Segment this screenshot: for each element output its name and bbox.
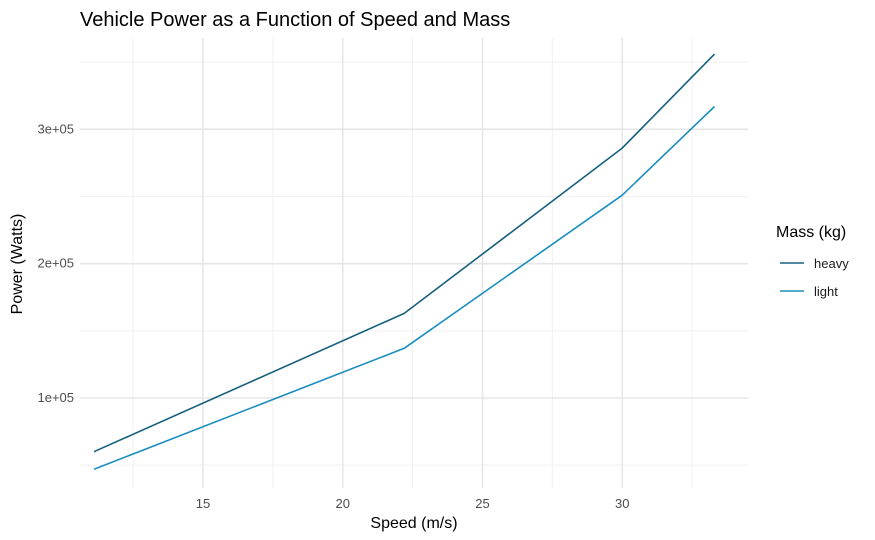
legend-label-light: light — [814, 284, 838, 299]
y-tick-label: 1e+05 — [37, 390, 74, 405]
x-axis-ticks: 15 20 25 30 — [196, 496, 630, 511]
legend-label-heavy: heavy — [814, 256, 849, 271]
x-tick-label: 15 — [196, 496, 210, 511]
legend: Mass (kg) heavy light — [776, 224, 849, 299]
legend-title: Mass (kg) — [776, 224, 846, 241]
y-tick-label: 3e+05 — [37, 121, 74, 136]
y-tick-label: 2e+05 — [37, 256, 74, 271]
series-line-heavy — [93, 53, 716, 453]
grid-major — [80, 38, 748, 488]
y-axis-ticks: 1e+05 2e+05 3e+05 — [37, 121, 74, 405]
series-lines — [93, 53, 716, 470]
chart-title: Vehicle Power as a Function of Speed and… — [80, 9, 510, 31]
x-tick-label: 20 — [335, 496, 349, 511]
y-axis-label: Power (Watts) — [9, 214, 26, 315]
x-tick-label: 25 — [475, 496, 489, 511]
series-line-light — [93, 105, 716, 470]
plot-area — [80, 38, 748, 488]
x-axis-label: Speed (m/s) — [370, 515, 457, 532]
legend-items: heavy light — [780, 256, 849, 299]
x-tick-label: 30 — [615, 496, 629, 511]
